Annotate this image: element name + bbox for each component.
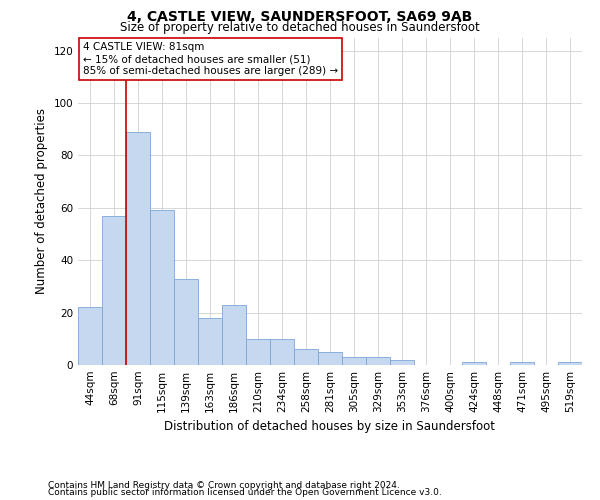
Bar (150, 210, 174, 365)
Bar (222, 304, 246, 365)
Bar (198, 318, 222, 365)
Bar (78, 308, 102, 365)
Bar (102, 216, 126, 365)
Bar (174, 278, 198, 365)
Text: 4 CASTLE VIEW: 81sqm
← 15% of detached houses are smaller (51)
85% of semi-detac: 4 CASTLE VIEW: 81sqm ← 15% of detached h… (83, 42, 338, 76)
Bar (270, 339, 294, 365)
Text: Contains HM Land Registry data © Crown copyright and database right 2024.: Contains HM Land Registry data © Crown c… (48, 481, 400, 490)
Bar (294, 350, 318, 365)
Y-axis label: Number of detached properties: Number of detached properties (35, 108, 48, 294)
Bar (462, 362, 486, 365)
Text: 4, CASTLE VIEW, SAUNDERSFOOT, SA69 9AB: 4, CASTLE VIEW, SAUNDERSFOOT, SA69 9AB (127, 10, 473, 24)
Bar (342, 357, 366, 365)
Bar (318, 352, 342, 365)
Bar (558, 362, 582, 365)
Text: Size of property relative to detached houses in Saundersfoot: Size of property relative to detached ho… (120, 21, 480, 34)
Bar (246, 339, 270, 365)
Bar (510, 362, 534, 365)
X-axis label: Distribution of detached houses by size in Saundersfoot: Distribution of detached houses by size … (164, 420, 496, 434)
Bar (390, 360, 414, 365)
Text: Contains public sector information licensed under the Open Government Licence v3: Contains public sector information licen… (48, 488, 442, 497)
Bar (366, 357, 390, 365)
Bar (126, 132, 150, 365)
